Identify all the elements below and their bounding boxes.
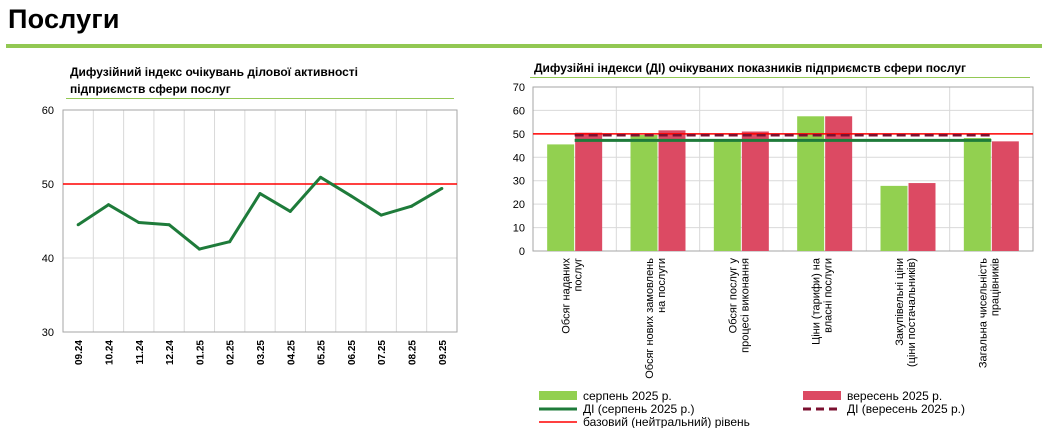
data-point <box>349 194 353 198</box>
legend-item-di-september-label: ДІ (вересень 2025 р.) <box>847 402 965 416</box>
y-tick-label: 0 <box>519 246 525 258</box>
y-tick-label: 50 <box>42 179 54 191</box>
x-tick-label: 03.25 <box>256 340 267 365</box>
x-category-label: процесі виконання <box>739 258 751 353</box>
x-tick-label: 04.25 <box>286 340 297 365</box>
legend-item-august-bars-label: серпень 2025 р. <box>583 389 672 403</box>
legend-item-august-bars-swatch <box>539 391 577 400</box>
data-point <box>167 223 171 227</box>
series-line <box>77 175 443 251</box>
x-category-label: власні послуги <box>823 258 835 333</box>
bar-series1 <box>880 185 908 251</box>
x-category-label: Обсяг послуг у <box>727 258 739 334</box>
x-tick-label: 09.25 <box>438 340 449 365</box>
x-category-label: Обсяг наданих <box>561 258 573 334</box>
x-tick-label: 06.25 <box>347 340 358 365</box>
data-point <box>137 220 141 224</box>
plot-frame <box>62 109 458 333</box>
y-tick-label: 40 <box>513 152 525 164</box>
data-point <box>258 192 262 196</box>
x-tick-label: 09.24 <box>74 340 85 365</box>
x-tick-label: 05.25 <box>317 340 328 365</box>
x-tick-label: 02.25 <box>226 340 237 365</box>
y-tick-label: 60 <box>513 105 525 117</box>
x-category-label: Обсяг нових замовлень <box>644 258 656 379</box>
x-category-label: Загальна чисельність <box>977 258 989 368</box>
x-tick-label: 11.24 <box>135 340 146 365</box>
y-tick-label: 30 <box>513 176 525 188</box>
data-point <box>76 223 80 227</box>
data-point <box>288 209 292 213</box>
left-chart-title: Дифузійний індекс очікувань ділової акти… <box>70 64 358 98</box>
x-tick-label: 01.25 <box>195 340 206 365</box>
bar-series2 <box>991 141 1019 251</box>
x-tick-label: 07.25 <box>377 340 388 365</box>
x-category-label: Ціни (тарифи) на <box>811 257 823 345</box>
data-point <box>197 247 201 251</box>
data-point <box>106 203 110 207</box>
x-category-label: послуг <box>573 258 585 292</box>
bar-series1 <box>547 144 575 251</box>
data-point <box>410 204 414 208</box>
y-tick-label: 30 <box>42 327 54 339</box>
bar-series1 <box>713 139 741 251</box>
legend-item-september-bars-swatch <box>803 391 841 400</box>
right-chart-title-rule <box>530 77 1030 78</box>
legend-item-september-bars-label: вересень 2025 р. <box>847 389 942 403</box>
page-title: Послуги <box>8 4 120 34</box>
x-tick-label: 08.25 <box>408 340 419 365</box>
right-chart-title-text: Дифузійні індекси (ДІ) очікуваних показн… <box>534 61 966 75</box>
y-tick-label: 10 <box>513 223 525 235</box>
y-tick-label: 20 <box>513 199 525 211</box>
legend-item-di-august-label: ДІ (серпень 2025 р.) <box>583 402 695 416</box>
right-chart-title: Дифузійні індекси (ДІ) очікуваних показн… <box>534 60 966 77</box>
legend-item-baseline-label: базовий (нейтральний) рівень <box>583 415 750 428</box>
y-tick-label: 60 <box>42 105 54 117</box>
bar-series2 <box>741 131 769 251</box>
bar-series1 <box>630 135 658 251</box>
x-category-label: (ціни постачальників) <box>906 258 918 367</box>
left-chart-title-line1: Дифузійний індекс очікувань ділової акти… <box>70 65 359 79</box>
y-tick-label: 70 <box>513 82 525 94</box>
x-tick-label: 10.24 <box>104 340 115 365</box>
data-point <box>228 240 232 244</box>
left-chart-title-line2: підприємств сфери послуг <box>70 82 231 96</box>
x-category-label: Закупівельні ціни <box>894 258 906 346</box>
bar-series2 <box>575 132 603 251</box>
data-point <box>319 175 323 179</box>
bar-series2 <box>825 116 853 252</box>
data-point <box>440 186 444 190</box>
x-tick-label: 12.24 <box>165 340 176 365</box>
bar-series2 <box>658 130 686 251</box>
plot-frame <box>532 86 1034 252</box>
x-category-label: працівників <box>989 258 1001 316</box>
y-tick-label: 40 <box>42 253 54 265</box>
y-tick-label: 50 <box>513 129 525 141</box>
left-chart-title-rule <box>66 98 454 99</box>
bar-series2 <box>908 183 936 251</box>
data-point <box>379 213 383 217</box>
title-rule <box>6 44 1042 48</box>
bar-series1 <box>797 116 825 252</box>
x-category-label: на послуги <box>656 258 668 313</box>
bar-series1 <box>963 138 991 251</box>
